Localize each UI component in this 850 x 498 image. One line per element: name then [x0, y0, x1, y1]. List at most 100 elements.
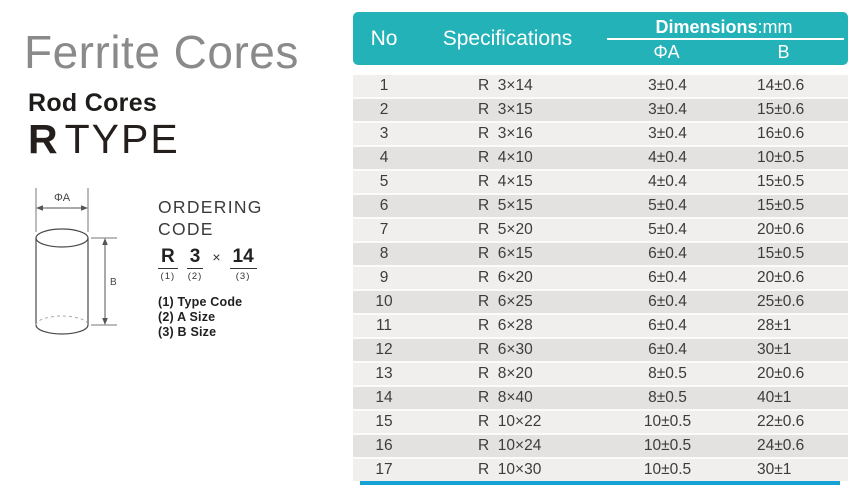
cell-spec: R 4×15 [478, 173, 533, 190]
cell-b: 10±0.5 [757, 149, 805, 166]
cell-b: 20±0.6 [757, 269, 805, 286]
rod-core-diagram-icon: ΦA B [35, 188, 117, 335]
type-letter: R [28, 116, 58, 162]
cell-no: 17 [375, 461, 393, 478]
cell-spec: R 3×15 [478, 101, 533, 118]
table-row: 14 R 8×40 8±0.5 40±1 [353, 387, 848, 411]
cell-spec: R 3×16 [478, 125, 533, 142]
cell-phi-a: 6±0.4 [648, 341, 687, 358]
spec-table-body: 1 R 3×14 3±0.4 14±0.6 2 R 3×15 3±0.4 15±… [353, 75, 848, 481]
table-row: 12 R 6×30 6±0.4 30±1 [353, 339, 848, 363]
cell-b: 28±1 [757, 317, 792, 334]
cell-no: 2 [379, 101, 389, 118]
dimensions-subheaders: ΦA B [600, 40, 848, 65]
cell-phi-a: 5±0.4 [648, 221, 687, 238]
cell-spec: R 8×40 [478, 389, 533, 406]
cell-b: 30±1 [757, 461, 792, 478]
table-header: No Specifications Dimensions:mm ΦA B [353, 12, 848, 65]
header-col-specifications: Specifications [442, 26, 573, 50]
cell-phi-a: 6±0.4 [648, 293, 687, 310]
cell-b: 14±0.6 [757, 77, 805, 94]
cell-spec: R 10×22 [478, 413, 542, 430]
legend-type-code: (1) Type Code [158, 295, 243, 309]
cell-b: 15±0.5 [757, 245, 805, 262]
cell-phi-a: 6±0.4 [648, 245, 687, 262]
table-row: 7 R 5×20 5±0.4 20±0.6 [353, 219, 848, 243]
cell-phi-a: 10±0.5 [643, 461, 692, 478]
cell-b: 22±0.6 [757, 413, 805, 430]
table-row: 17 R 10×30 10±0.5 30±1 [353, 459, 848, 481]
cell-no: 8 [379, 245, 389, 262]
cell-b: 15±0.5 [757, 197, 805, 214]
cell-spec: R 6×15 [478, 245, 533, 262]
table-row: 4 R 4×10 4±0.4 10±0.5 [353, 147, 848, 171]
legend-a-size: (2) A Size [158, 310, 216, 324]
cell-phi-a: 6±0.4 [648, 317, 687, 334]
cell-spec: R 4×10 [478, 149, 533, 166]
cell-b: 30±1 [757, 341, 792, 358]
header-col-no: No [370, 26, 398, 50]
cell-b: 15±0.5 [757, 173, 805, 190]
ordering-heading-line2: CODE [158, 218, 214, 239]
dimensions-divider [607, 38, 844, 40]
code-b-sub: (3) [235, 271, 251, 282]
table-bottom-accent [360, 481, 840, 485]
diagram-b-label: B [110, 277, 117, 288]
cell-spec: R 6×25 [478, 293, 533, 310]
code-a-sub: (2) [187, 271, 203, 282]
cell-b: 40±1 [757, 389, 792, 406]
cell-phi-a: 5±0.4 [648, 197, 687, 214]
cell-spec: R 3×14 [478, 77, 533, 94]
table-row: 5 R 4×15 4±0.4 15±0.5 [353, 171, 848, 195]
cell-b: 20±0.6 [757, 365, 805, 382]
table-row: 16 R 10×24 10±0.5 24±0.6 [353, 435, 848, 459]
type-heading: R TYPE [28, 116, 180, 162]
dimensions-unit: :mm [757, 17, 793, 37]
table-row: 1 R 3×14 3±0.4 14±0.6 [353, 75, 848, 99]
cell-phi-a: 3±0.4 [648, 125, 687, 142]
code-type-symbol: R [158, 247, 178, 269]
cell-no: 7 [379, 221, 389, 238]
cell-no: 16 [375, 437, 393, 454]
header-col-b: B [777, 42, 790, 62]
cell-no: 10 [375, 293, 393, 310]
cell-phi-a: 10±0.5 [643, 413, 692, 430]
cell-no: 9 [379, 269, 389, 286]
table-row: 11 R 6×28 6±0.4 28±1 [353, 315, 848, 339]
header-group-dimensions: Dimensions:mm ΦA B [600, 12, 848, 65]
code-times-sign: × [212, 249, 221, 265]
code-part-b-size: 14 (3) [229, 247, 257, 282]
code-b-symbol: 14 [229, 247, 257, 269]
cell-b: 16±0.6 [757, 125, 805, 142]
spec-table: No Specifications Dimensions:mm ΦA B 1 R… [353, 12, 848, 485]
cell-b: 25±0.6 [757, 293, 805, 310]
page-title: Ferrite Cores [24, 26, 299, 78]
ordering-heading: ORDERING CODE [158, 197, 308, 240]
cell-phi-a: 4±0.4 [648, 149, 687, 166]
table-row: 10 R 6×25 6±0.4 25±0.6 [353, 291, 848, 315]
diagram-phi-a-label: ΦA [54, 192, 71, 204]
ordering-code-example: R (1) 3 (2) × 14 (3) [158, 247, 308, 282]
ordering-heading-line1: ORDERING [158, 197, 263, 217]
cell-no: 5 [379, 173, 389, 190]
cell-spec: R 6×20 [478, 269, 533, 286]
cell-phi-a: 3±0.4 [648, 77, 687, 94]
ordering-code-legend: (1) Type Code (2) A Size (3) B Size [158, 295, 308, 340]
cell-no: 14 [375, 389, 393, 406]
cell-phi-a: 3±0.4 [648, 101, 687, 118]
cell-phi-a: 8±0.5 [648, 389, 687, 406]
cell-spec: R 10×24 [478, 437, 542, 454]
code-part-type: R (1) [158, 247, 178, 282]
cell-no: 3 [379, 125, 389, 142]
dimensions-title: Dimensions:mm [600, 12, 848, 36]
code-type-sub: (1) [160, 271, 176, 282]
cell-no: 1 [379, 77, 389, 94]
cell-no: 4 [379, 149, 389, 166]
cell-b: 24±0.6 [757, 437, 805, 454]
type-word: TYPE [64, 116, 180, 162]
cell-spec: R 6×30 [478, 341, 533, 358]
category-title: Rod Cores [28, 89, 158, 117]
cell-phi-a: 6±0.4 [648, 269, 687, 286]
table-row: 2 R 3×15 3±0.4 15±0.6 [353, 99, 848, 123]
cell-b: 20±0.6 [757, 221, 805, 238]
